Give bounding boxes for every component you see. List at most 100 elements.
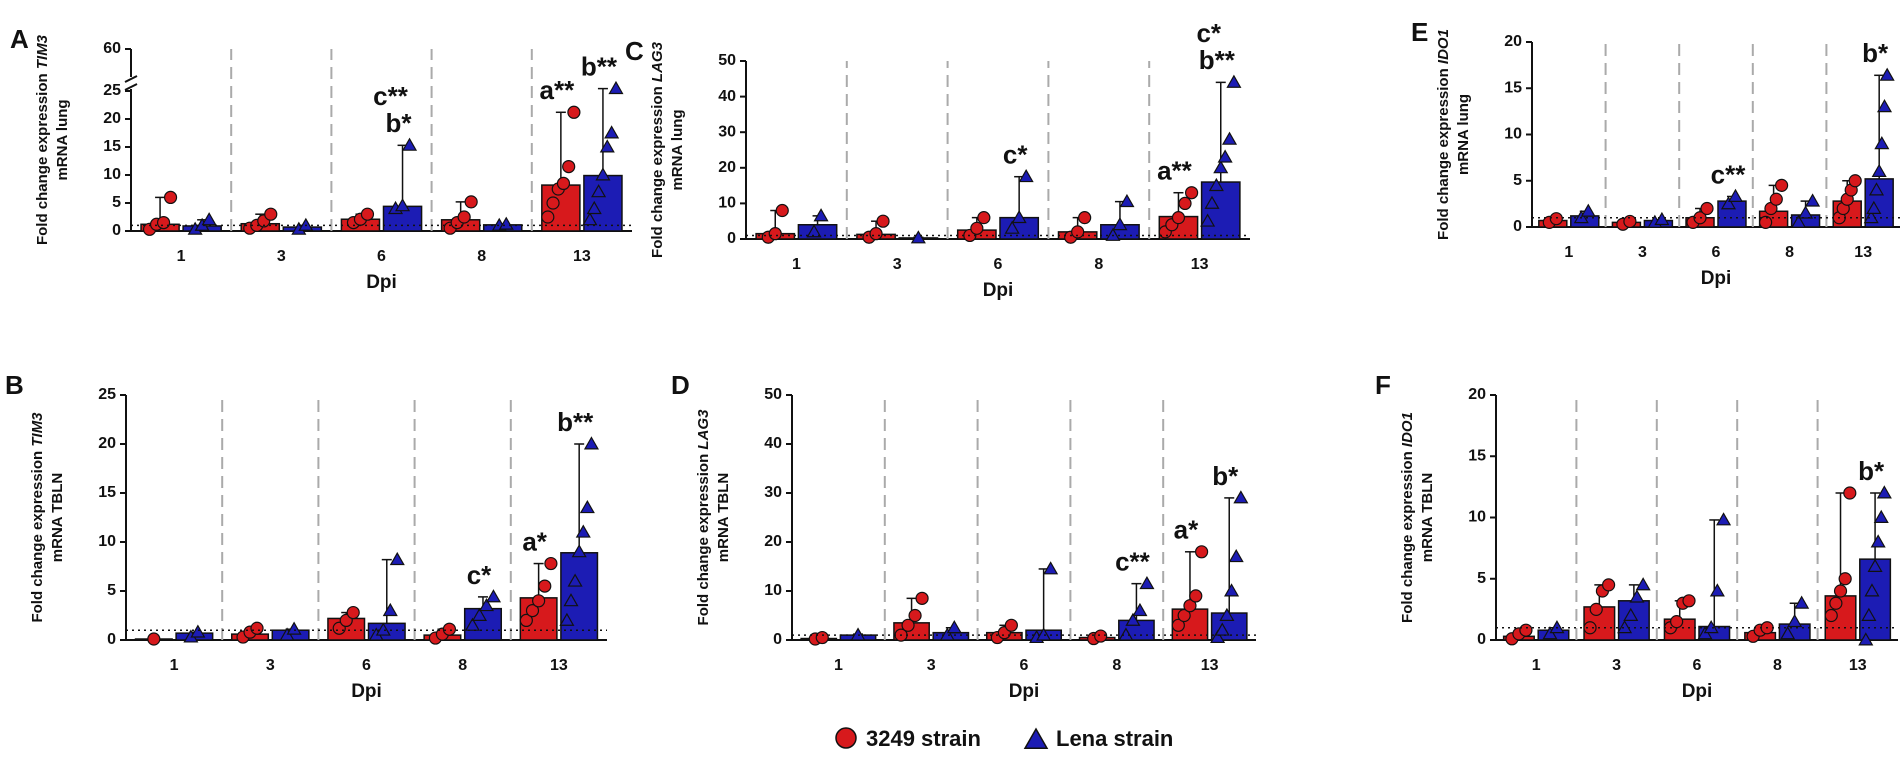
y-tick-label: 15 bbox=[98, 484, 116, 501]
y-tick-label: 10 bbox=[718, 195, 736, 212]
data-point bbox=[559, 612, 575, 626]
data-point bbox=[910, 230, 926, 244]
y-tick-label: 0 bbox=[1513, 218, 1522, 235]
y-axis-label-text: Fold change expression bbox=[695, 454, 712, 626]
data-point bbox=[1549, 620, 1565, 634]
data-point bbox=[298, 217, 314, 231]
data-point bbox=[1178, 196, 1192, 210]
data-point bbox=[541, 210, 555, 224]
x-tick-label: 8 bbox=[1112, 657, 1121, 674]
x-tick-label: 6 bbox=[1020, 657, 1029, 674]
y-axis-label: Fold change expression IDO1 bbox=[1399, 412, 1416, 623]
data-point bbox=[1589, 602, 1603, 616]
significance-label: b* bbox=[1212, 461, 1239, 491]
data-point bbox=[946, 620, 962, 634]
data-point bbox=[519, 613, 533, 628]
data-point bbox=[939, 627, 955, 641]
y-axis-label-text: Fold change expression bbox=[29, 451, 46, 623]
data-point bbox=[498, 216, 514, 230]
y-tick-label: 25 bbox=[98, 386, 116, 403]
data-point bbox=[815, 630, 829, 645]
data-point bbox=[1716, 512, 1732, 526]
data-point bbox=[1876, 485, 1892, 499]
data-point bbox=[1233, 490, 1249, 504]
y-tick-label: 60 bbox=[103, 40, 121, 57]
y-axis-label-tissue: mRNA lung bbox=[54, 99, 71, 180]
data-point bbox=[908, 608, 922, 623]
data-point bbox=[1004, 220, 1020, 234]
data-point bbox=[382, 602, 398, 617]
y-tick-label: 20 bbox=[98, 435, 116, 452]
data-point bbox=[1217, 149, 1233, 163]
data-point bbox=[901, 618, 915, 632]
data-point bbox=[1833, 584, 1848, 598]
significance-label: a** bbox=[1157, 156, 1193, 186]
data-point bbox=[532, 594, 546, 608]
x-axis-label: Dpi bbox=[1009, 681, 1040, 702]
y-axis-label-gene: IDO1 bbox=[1435, 29, 1452, 64]
x-tick-label: 3 bbox=[266, 657, 275, 674]
x-tick-label: 6 bbox=[994, 256, 1003, 273]
y-tick-label: 30 bbox=[718, 123, 736, 140]
data-point bbox=[1184, 186, 1199, 200]
data-point bbox=[478, 597, 495, 612]
y-axis-label-tissue: mRNA TBLN bbox=[1419, 473, 1436, 562]
x-tick-label: 3 bbox=[927, 657, 936, 674]
data-point bbox=[1858, 632, 1874, 646]
x-tick-label: 8 bbox=[1785, 244, 1794, 261]
data-point bbox=[442, 622, 457, 636]
y-axis-label-text: Fold change expression bbox=[1435, 68, 1452, 240]
data-point bbox=[1125, 612, 1141, 626]
data-point bbox=[190, 624, 206, 638]
data-point bbox=[1118, 627, 1134, 641]
data-point bbox=[1208, 177, 1224, 192]
x-tick-label: 3 bbox=[1612, 657, 1621, 674]
data-point bbox=[1171, 618, 1185, 632]
panel-label: E bbox=[1411, 17, 1428, 47]
x-axis-label: Dpi bbox=[366, 272, 397, 293]
data-point bbox=[1224, 583, 1240, 597]
data-point bbox=[1623, 214, 1637, 229]
data-point bbox=[1011, 209, 1027, 224]
data-point bbox=[360, 207, 375, 221]
data-point bbox=[608, 80, 624, 95]
x-tick-label: 1 bbox=[1532, 657, 1541, 674]
y-tick-label: 25 bbox=[103, 82, 121, 99]
y-axis-label-tissue: mRNA lung bbox=[669, 109, 686, 190]
significance-label: c* bbox=[1003, 140, 1028, 170]
significance-label: b** bbox=[581, 51, 618, 81]
data-point bbox=[1004, 618, 1018, 632]
data-point bbox=[575, 524, 591, 538]
y-axis-label-gene: LAG3 bbox=[649, 41, 666, 82]
bar bbox=[560, 552, 599, 641]
y-axis-label-tissue: mRNA TBLN bbox=[715, 473, 732, 562]
data-point bbox=[1682, 594, 1696, 608]
data-point bbox=[1774, 178, 1789, 192]
panel-label: A bbox=[10, 24, 29, 54]
data-point bbox=[1868, 182, 1885, 196]
y-tick-label: 10 bbox=[1468, 509, 1486, 526]
y-axis-label-text: Fold change expression bbox=[1399, 451, 1416, 623]
x-tick-label: 8 bbox=[1773, 657, 1782, 674]
data-point bbox=[1132, 602, 1148, 617]
data-point bbox=[1580, 203, 1596, 217]
data-point bbox=[1635, 577, 1651, 591]
data-point bbox=[389, 551, 405, 566]
data-point bbox=[1583, 621, 1597, 635]
y-tick-label: 15 bbox=[1468, 447, 1486, 464]
data-point bbox=[1829, 596, 1843, 610]
data-point bbox=[485, 589, 502, 603]
panel-label: D bbox=[671, 370, 690, 400]
data-point bbox=[1720, 196, 1737, 210]
significance-label: a* bbox=[1174, 515, 1199, 545]
data-point bbox=[1769, 192, 1783, 206]
data-point bbox=[583, 436, 599, 450]
data-point bbox=[567, 573, 583, 587]
data-point bbox=[147, 632, 161, 646]
x-tick-label: 3 bbox=[1638, 244, 1647, 261]
data-point bbox=[1204, 195, 1220, 209]
data-point bbox=[977, 211, 991, 225]
data-point bbox=[1873, 509, 1889, 523]
y-axis-label: Fold change expression TIM3 bbox=[29, 412, 46, 623]
data-point bbox=[1078, 211, 1092, 225]
